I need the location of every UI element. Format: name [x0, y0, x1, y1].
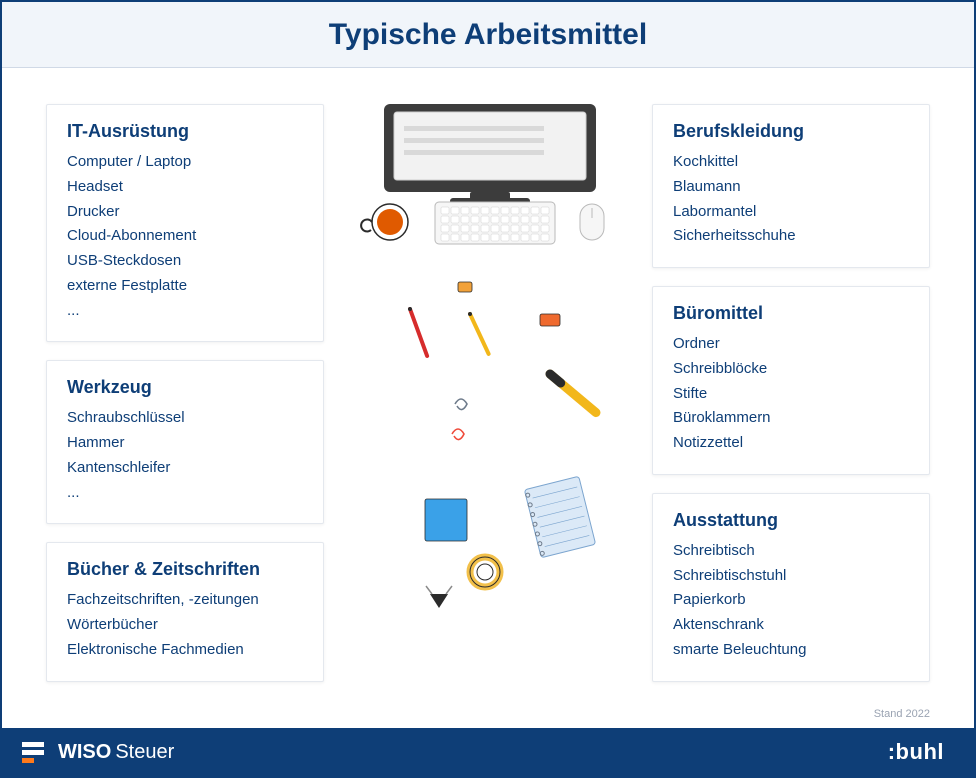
card-title: Ausstattung	[673, 510, 909, 531]
list-item: Aktenschrank	[673, 613, 909, 638]
list-item: Headset	[67, 175, 303, 200]
list-item: Notizzettel	[673, 431, 909, 456]
card-title: Werkzeug	[67, 377, 303, 398]
wiso-logo-icon	[22, 742, 44, 763]
list-item: Elektronische Fachmedien	[67, 638, 303, 663]
list-item: Fachzeitschriften, -zeitungen	[67, 588, 303, 613]
list-item: USB-Steckdosen	[67, 249, 303, 274]
header: Typische Arbeitsmittel	[2, 2, 974, 68]
left-column: IT-Ausrüstung Computer / LaptopHeadsetDru…	[46, 104, 324, 682]
brand-wiso-steuer: WISOSteuer	[22, 741, 174, 764]
card-right-2: Ausstattung SchreibtischSchreibtischstuhl…	[652, 493, 930, 682]
list-item: externe Festplatte	[67, 274, 303, 299]
page-title: Typische Arbeitsmittel	[329, 18, 647, 52]
card-left-2: Bücher & Zeitschriften Fachzeitschriften,…	[46, 542, 324, 681]
card-right-1: Büromittel OrdnerSchreibblöckeStifteBürok…	[652, 286, 930, 475]
list-item: Hammer	[67, 431, 303, 456]
brand-steuer: Steuer	[115, 741, 174, 763]
brand-buhl: :buhl	[888, 739, 944, 765]
list-item: Kantenschleifer	[67, 456, 303, 481]
list-item: Computer / Laptop	[67, 150, 303, 175]
list-item: Stifte	[673, 382, 909, 407]
card-list: SchraubschlüsselHammerKantenschleifer...	[67, 406, 303, 505]
list-item: Cloud-Abonnement	[67, 224, 303, 249]
list-item: smarte Beleuchtung	[673, 638, 909, 663]
list-item: Schreibblöcke	[673, 357, 909, 382]
card-title: IT-Ausrüstung	[67, 121, 303, 142]
list-item: Kochkittel	[673, 150, 909, 175]
footer: WISOSteuer :buhl	[2, 728, 974, 776]
card-left-1: Werkzeug SchraubschlüsselHammerKantenschl…	[46, 360, 324, 524]
center-illustration	[340, 104, 640, 664]
list-item: Papierkorb	[673, 588, 909, 613]
card-list: Computer / LaptopHeadsetDruckerCloud-Abo…	[67, 150, 303, 323]
list-item: Blaumann	[673, 175, 909, 200]
card-list: KochkittelBlaumannLabormantelSicherheits…	[673, 150, 909, 249]
list-item: Drucker	[67, 200, 303, 225]
stand-label: Stand 2022	[874, 708, 930, 720]
card-title: Berufskleidung	[673, 121, 909, 142]
card-list: OrdnerSchreibblöckeStifteBüroklammernNot…	[673, 332, 909, 456]
card-right-0: Berufskleidung KochkittelBlaumannLaborman…	[652, 104, 930, 268]
list-item: Büroklammern	[673, 406, 909, 431]
card-list: Fachzeitschriften, -zeitungenWörterbüche…	[67, 588, 303, 662]
list-item: ...	[67, 299, 303, 324]
card-title: Bücher & Zeitschriften	[67, 559, 303, 580]
list-item: ...	[67, 481, 303, 506]
list-item: Labormantel	[673, 200, 909, 225]
list-item: Schreibtischstuhl	[673, 564, 909, 589]
right-column: Berufskleidung KochkittelBlaumannLaborman…	[652, 104, 930, 682]
content: IT-Ausrüstung Computer / LaptopHeadsetDru…	[2, 68, 974, 728]
list-item: Schreibtisch	[673, 539, 909, 564]
brand-wiso: WISO	[58, 741, 111, 763]
list-item: Sicherheitsschuhe	[673, 224, 909, 249]
card-title: Büromittel	[673, 303, 909, 324]
list-item: Wörterbücher	[67, 613, 303, 638]
list-item: Schraubschlüssel	[67, 406, 303, 431]
list-item: Ordner	[673, 332, 909, 357]
card-list: SchreibtischSchreibtischstuhlPapierkorbA…	[673, 539, 909, 663]
card-left-0: IT-Ausrüstung Computer / LaptopHeadsetDru…	[46, 104, 324, 342]
